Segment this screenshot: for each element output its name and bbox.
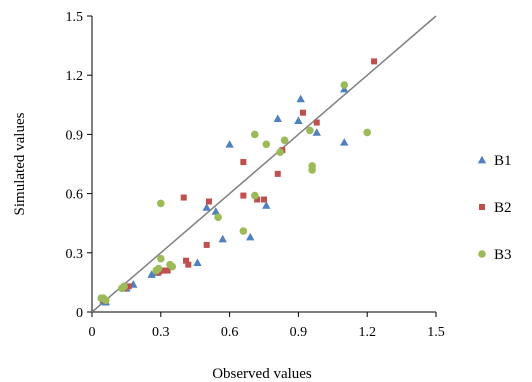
- data-point-b3: [168, 262, 177, 271]
- data-point-b1: [246, 232, 255, 241]
- legend-marker-b3: [478, 250, 486, 258]
- x-tick-label: 0: [89, 325, 96, 340]
- legend-item-b3: B3: [478, 247, 512, 263]
- data-point-b3: [340, 81, 349, 89]
- data-point-b1: [340, 138, 349, 146]
- data-points: [97, 58, 378, 306]
- y-tick-label: 1.5: [66, 10, 84, 25]
- y-tick-label: 0: [76, 306, 83, 321]
- data-point-b2: [240, 159, 247, 166]
- data-point-b1: [202, 203, 211, 211]
- legend-item-b2: B2: [479, 200, 512, 216]
- data-point-b2: [164, 267, 171, 274]
- one-to-one-reference-line: [91, 15, 437, 313]
- data-point-b2: [254, 196, 261, 203]
- x-axis-title: Observed values: [212, 366, 312, 382]
- data-point-b3: [239, 227, 248, 235]
- data-point-b3: [154, 264, 163, 273]
- data-point-b1: [147, 270, 156, 278]
- data-point-b2: [203, 241, 210, 248]
- x-tick-label: 1.5: [427, 325, 445, 340]
- plot-area: 0 0.3 0.6 0.9 1.2 1.5 0 0.3 0.6 0.9 1.2 1.5: [66, 10, 445, 340]
- data-point-b3: [251, 191, 259, 200]
- data-point-b1: [296, 94, 305, 103]
- data-point-b1: [225, 140, 234, 148]
- legend-marker-b1: [477, 155, 487, 164]
- legend-item-b1: B1: [477, 153, 512, 169]
- x-tick-label: 0.9: [290, 325, 308, 340]
- data-point-b1: [193, 258, 202, 267]
- data-point-b2: [180, 194, 187, 201]
- y-axis-ticks: 0 0.3 0.6 0.9 1.2 1.5: [66, 10, 92, 321]
- data-point-b2: [205, 198, 212, 205]
- data-point-b3: [214, 213, 222, 222]
- data-point-b2: [274, 170, 281, 177]
- y-tick-label: 0.6: [66, 188, 84, 203]
- data-point-b3: [120, 282, 128, 291]
- y-tick-label: 1.2: [66, 69, 84, 84]
- legend-label: B2: [494, 200, 512, 216]
- data-point-b1: [312, 128, 321, 136]
- data-point-b1: [211, 207, 221, 215]
- data-point-b3: [306, 126, 314, 135]
- data-point-b2: [183, 257, 190, 264]
- data-point-b1: [218, 234, 227, 243]
- data-point-b2: [371, 58, 378, 65]
- legend-label: B3: [494, 247, 512, 263]
- data-point-b2: [313, 119, 320, 126]
- legend-label: B1: [494, 153, 512, 169]
- data-point-b1: [262, 201, 271, 209]
- series-b2: [100, 58, 378, 304]
- series-b1: [99, 84, 349, 306]
- data-point-b3: [280, 136, 289, 145]
- series-b3: [97, 81, 372, 304]
- x-axis-ticks: 0 0.3 0.6 0.9 1.2 1.5: [89, 312, 445, 340]
- data-point-b3: [363, 128, 372, 137]
- y-tick-label: 0.3: [66, 247, 84, 262]
- data-point-b3: [251, 130, 259, 139]
- data-point-b2: [240, 192, 247, 199]
- data-point-b3: [101, 296, 110, 304]
- x-tick-label: 0.6: [221, 325, 239, 340]
- y-axis-title: Simulated values: [12, 112, 28, 215]
- data-point-b1: [273, 114, 282, 122]
- data-point-b1: [294, 116, 303, 124]
- data-point-b2: [299, 109, 306, 116]
- legend: B1 B2 B3: [477, 153, 512, 263]
- data-point-b3: [157, 199, 165, 208]
- data-point-b2: [185, 261, 192, 268]
- x-tick-label: 1.2: [358, 325, 376, 340]
- data-point-b3: [262, 140, 271, 149]
- data-point-b3: [308, 166, 316, 174]
- data-point-b2: [160, 267, 167, 274]
- data-point-b3: [276, 148, 284, 156]
- x-tick-label: 0.3: [152, 325, 170, 340]
- y-tick-label: 0.9: [66, 128, 84, 143]
- data-point-b2: [261, 196, 267, 203]
- data-point-b3: [157, 254, 165, 263]
- legend-marker-b2: [479, 204, 485, 210]
- data-point-b2: [125, 283, 132, 290]
